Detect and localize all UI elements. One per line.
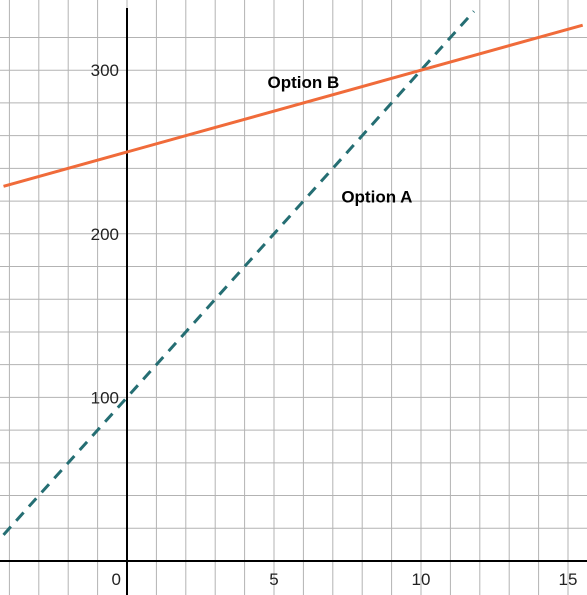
y-tick-label: 200 (91, 225, 119, 244)
x-tick-label: 0 (112, 570, 121, 589)
series-label-option-b: Option B (268, 73, 340, 92)
x-tick-label: 15 (559, 570, 578, 589)
axes (0, 8, 587, 595)
series-labels: Option B Option A (268, 73, 413, 207)
series-line-option-b (3, 23, 584, 188)
x-tick-label: 5 (269, 570, 278, 589)
series-line-option-a (2, 10, 476, 536)
series-label-option-a: Option A (341, 188, 412, 207)
y-tick-label: 100 (91, 388, 119, 407)
x-tick-label: 10 (412, 570, 431, 589)
y-tick-label: 300 (91, 61, 119, 80)
tick-labels: 0 5 10 15 100 200 300 (91, 61, 578, 589)
series-lines (2, 10, 584, 536)
